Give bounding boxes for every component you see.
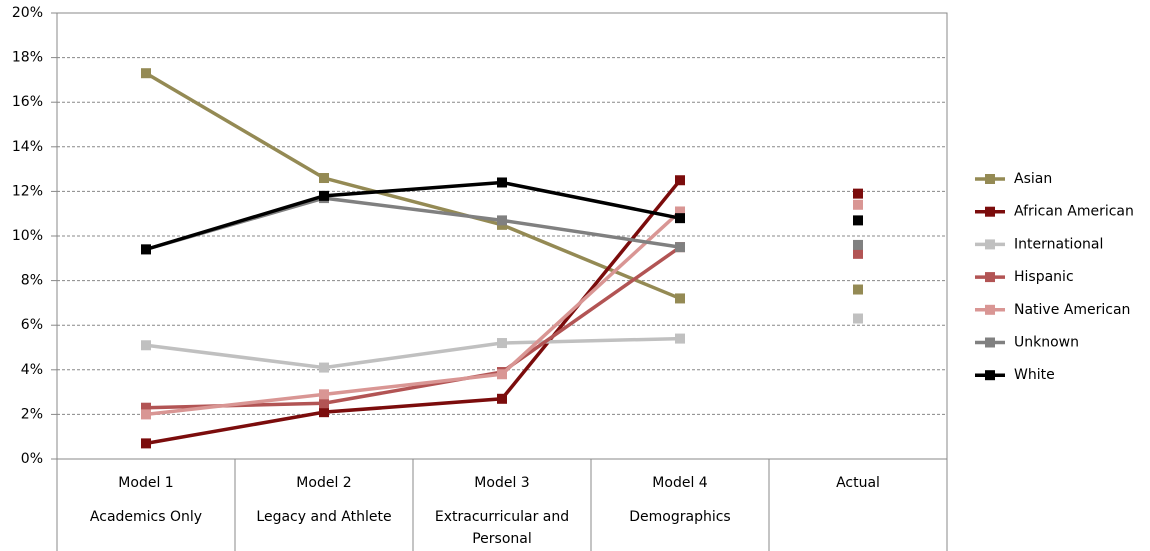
y-tick-label: 10%: [12, 228, 43, 244]
y-tick-label: 6%: [21, 317, 43, 333]
data-point: [853, 239, 863, 250]
x-tick-label: Model 2: [296, 475, 352, 491]
data-point: [497, 369, 507, 380]
data-point: [853, 215, 863, 226]
y-tick-label: 4%: [21, 362, 43, 378]
data-point: [141, 402, 151, 413]
data-point: [675, 242, 685, 253]
series-line: [145, 336, 681, 370]
legend-marker: [985, 304, 995, 315]
data-point: [319, 190, 329, 201]
data-point: [675, 293, 685, 304]
series-line: [145, 179, 682, 446]
x-tick-label: Model 1: [118, 475, 174, 491]
data-point: [853, 313, 863, 324]
data-point: [497, 177, 507, 188]
data-point: [853, 248, 863, 259]
data-point: [141, 438, 151, 449]
data-point: [675, 333, 685, 344]
data-point: [675, 206, 685, 217]
data-point: [853, 284, 863, 295]
legend-label: African American: [1014, 204, 1134, 220]
y-tick-label: 8%: [21, 273, 43, 289]
legend-label: Unknown: [1014, 335, 1079, 351]
data-point: [319, 407, 329, 418]
legend-marker: [985, 239, 995, 250]
x-tick-label: Extracurricular and Personal: [434, 509, 570, 547]
data-point: [319, 362, 329, 373]
x-tick-label: Model 3: [474, 475, 530, 491]
data-point: [319, 389, 329, 400]
series-line: [145, 210, 682, 417]
data-point: [141, 340, 151, 351]
legend-marker: [985, 337, 995, 348]
series-line: [145, 180, 681, 252]
x-tick-label: Actual: [836, 475, 880, 491]
legend-marker: [985, 370, 995, 381]
y-tick-label: 14%: [12, 139, 43, 155]
x-tick-label: Model 4: [652, 475, 708, 491]
x-tick-label: Demographics: [629, 509, 731, 525]
y-tick-label: 18%: [12, 50, 43, 66]
data-point: [675, 213, 685, 224]
legend-marker: [985, 206, 995, 217]
data-point: [141, 409, 151, 420]
x-tick-label: Academics Only: [89, 509, 203, 525]
legend-label: Native American: [1014, 302, 1130, 318]
y-tick-label: 12%: [12, 183, 43, 199]
legend-label: Asian: [1014, 171, 1052, 187]
legend-marker: [985, 174, 995, 184]
y-tick-label: 20%: [12, 5, 43, 21]
y-tick-label: 2%: [21, 406, 43, 422]
data-point: [497, 338, 507, 349]
y-tick-label: 0%: [21, 451, 43, 467]
data-point: [319, 398, 329, 409]
data-point: [319, 173, 329, 184]
data-point: [497, 393, 507, 404]
data-point: [853, 199, 863, 210]
data-point: [675, 175, 685, 186]
legend-label: International: [1014, 236, 1103, 252]
x-tick-label: Legacy and Athlete: [256, 509, 392, 525]
data-point: [141, 244, 151, 255]
legend-marker: [985, 272, 995, 283]
data-point: [497, 215, 507, 226]
y-tick-label: 16%: [12, 94, 43, 110]
legend-label: Hispanic: [1014, 269, 1074, 285]
data-point: [141, 68, 151, 79]
series-line: [145, 71, 681, 301]
data-point: [853, 188, 863, 199]
legend-label: White: [1014, 367, 1055, 383]
